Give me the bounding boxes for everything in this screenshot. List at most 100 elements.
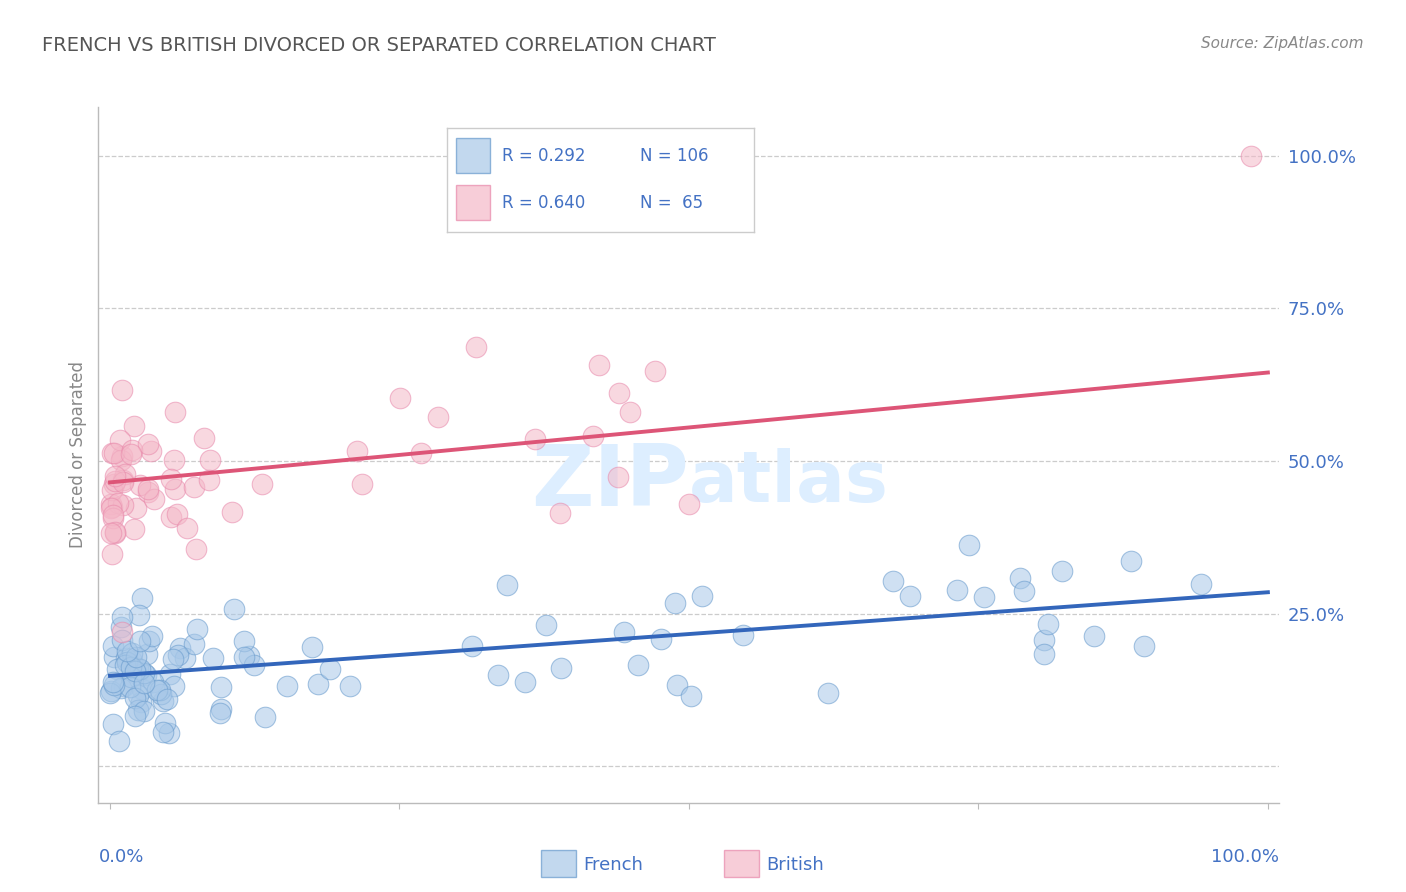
Point [163, 405, 186, 419]
Y-axis label: Divorced or Separated: Divorced or Separated [69, 361, 87, 549]
Point [101, 675, 124, 690]
Point [465, 340, 488, 354]
Point [166, 507, 188, 521]
Point [128, 478, 150, 492]
Point [136, 437, 159, 451]
Point [103, 508, 125, 523]
Point [183, 480, 205, 494]
Point [898, 589, 921, 603]
Point [222, 602, 245, 616]
Point [221, 505, 243, 519]
Point [110, 433, 132, 447]
Point [681, 689, 703, 703]
Point [411, 446, 433, 460]
Point [201, 651, 224, 665]
Point [100, 500, 122, 515]
Text: Source: ZipAtlas.com: Source: ZipAtlas.com [1201, 36, 1364, 51]
Point [103, 477, 125, 491]
Point [110, 453, 132, 467]
Point [427, 410, 450, 425]
Text: atlas: atlas [689, 449, 889, 517]
Point [114, 679, 136, 693]
Point [122, 419, 145, 434]
Point [139, 444, 162, 458]
Point [319, 662, 342, 676]
Point [817, 686, 839, 700]
Point [159, 472, 181, 486]
Point [104, 525, 127, 540]
Point [166, 648, 188, 662]
Point [150, 687, 173, 701]
Point [678, 497, 700, 511]
Point [111, 473, 134, 487]
Point [141, 675, 163, 690]
Point [301, 640, 323, 655]
Point [135, 668, 157, 682]
Point [149, 682, 172, 697]
Point [134, 675, 156, 690]
Point [1010, 571, 1032, 585]
Point [208, 706, 231, 720]
Point [121, 443, 143, 458]
Point [644, 364, 666, 378]
Point [136, 482, 159, 496]
Point [134, 704, 156, 718]
Point [176, 521, 198, 535]
Point [111, 475, 134, 489]
Point [104, 475, 127, 489]
Point [882, 574, 904, 589]
Point [114, 467, 136, 482]
Point [129, 695, 152, 709]
Point [169, 641, 191, 656]
Point [534, 617, 557, 632]
Point [496, 578, 519, 592]
Point [193, 431, 215, 445]
Point [104, 524, 127, 539]
Point [731, 627, 754, 641]
Point [666, 678, 689, 692]
Point [153, 716, 176, 731]
Point [1239, 149, 1261, 163]
Point [165, 482, 187, 496]
Point [198, 452, 221, 467]
Point [159, 510, 181, 524]
Point [276, 679, 298, 693]
Point [125, 650, 148, 665]
Point [588, 358, 610, 372]
Point [973, 590, 995, 604]
Point [136, 485, 159, 500]
Point [250, 477, 273, 491]
Point [103, 678, 125, 692]
Point [183, 636, 205, 650]
Point [1033, 648, 1056, 662]
Point [233, 633, 256, 648]
Point [117, 656, 139, 670]
Point [121, 654, 143, 668]
Point [98, 686, 121, 700]
Point [103, 640, 125, 654]
Point [186, 622, 208, 636]
Point [114, 651, 136, 665]
Point [100, 446, 122, 460]
Point [1083, 629, 1105, 643]
Point [957, 537, 980, 551]
Point [134, 665, 156, 680]
Point [1119, 554, 1142, 568]
Point [100, 684, 122, 698]
Point [110, 620, 132, 634]
Text: 100.0%: 100.0% [1212, 848, 1279, 866]
Text: French: French [583, 856, 644, 874]
Point [156, 692, 179, 706]
Point [607, 386, 630, 401]
Point [100, 525, 122, 540]
Point [125, 501, 148, 516]
Point [124, 664, 146, 678]
Point [513, 674, 536, 689]
Point [141, 629, 163, 643]
Point [131, 591, 153, 605]
Point [946, 583, 969, 598]
Point [114, 658, 136, 673]
Point [122, 522, 145, 536]
Point [238, 648, 260, 663]
Point [100, 497, 122, 511]
